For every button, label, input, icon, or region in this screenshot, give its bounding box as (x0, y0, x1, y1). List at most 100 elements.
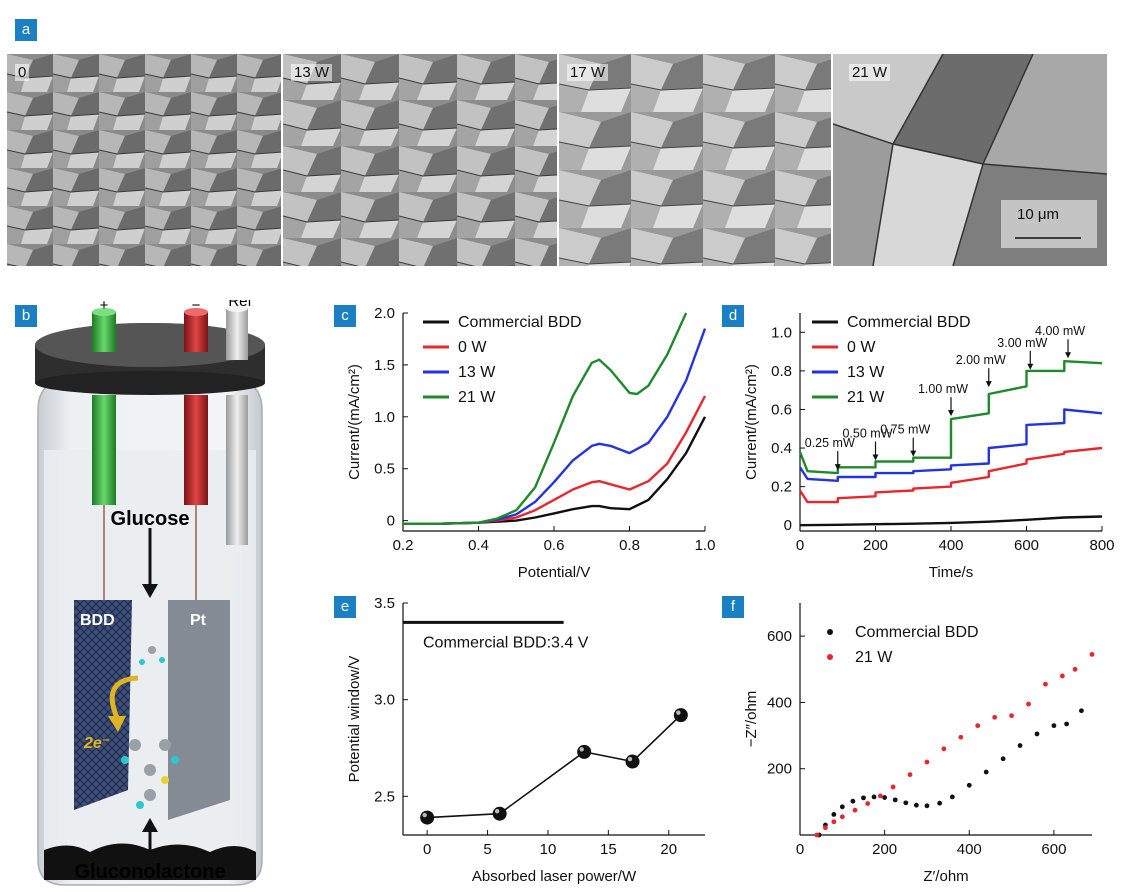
sem-image-13w: 13 W (283, 54, 557, 266)
chart-f-series-1-point (941, 746, 947, 752)
chart-c-legend-label: 0 W (458, 339, 487, 356)
chart-f-series-1-point (839, 814, 845, 820)
panel-e-tag: e (334, 596, 356, 618)
chart-f-series-1-point (865, 801, 871, 806)
sem-texture (283, 54, 557, 266)
chart-f-series-0-point (913, 802, 919, 808)
electrons-label: 2e⁻ (83, 735, 110, 752)
chart-c-y-tick-label: 1.5 (374, 357, 395, 374)
chart-d-legend-label: 0 W (847, 339, 876, 356)
chart-c-x-tick-label: 1.0 (695, 537, 716, 554)
sem-texture (7, 54, 281, 266)
cathode-terminal (184, 312, 208, 352)
chart-d-y-tick-label: 0.4 (771, 440, 792, 457)
chart-e-series-0-point (420, 810, 435, 825)
chart-f-series-1-point (924, 759, 930, 765)
chart-f-series-0-point (882, 795, 888, 800)
anode-terminal (92, 312, 116, 352)
chart-c-series-3-line (403, 312, 688, 525)
chart-e-x-tick-label: 10 (540, 841, 557, 858)
chart-e-series-0-point-highlight (627, 756, 633, 762)
chart-d-annotation-arrowhead (948, 410, 954, 417)
chart-d-legend-label: 13 W (847, 364, 885, 381)
sem-image-17w: 17 W (559, 54, 831, 266)
chart-f-series-1-point (1059, 673, 1065, 679)
chart-f-series-1-point (958, 734, 964, 740)
chart-d-y-tick-label: 1.0 (771, 324, 792, 341)
pt-label: Pt (190, 612, 207, 629)
chart-d-series-1-line (798, 446, 1103, 504)
chart-f-y-axis-label: −Z″/ohm (743, 691, 760, 748)
chart-f-series-0-point (1034, 731, 1040, 737)
chart-f-series-0-point (903, 800, 909, 806)
chart-f-series-1-point (907, 772, 913, 778)
chart-f-series-0-point (839, 804, 845, 810)
chart-e-series-0-point-highlight (579, 747, 584, 752)
chart-c-y-tick-label: 0 (387, 513, 395, 530)
chart-e-x-axis-label: Absorbed laser power/W (472, 868, 637, 885)
scale-bar-label: 10 μm (1017, 206, 1059, 223)
sem-texture (833, 54, 1107, 266)
chart-c-x-tick-label: 0.4 (468, 537, 489, 554)
glucose-label: Glucose (111, 508, 190, 530)
chart-e-series-0-point (492, 806, 507, 821)
chart-f-y-tick-label: 600 (767, 628, 792, 645)
chart-f-series-0-point (924, 803, 930, 809)
chart-e-series-0-line (427, 714, 682, 819)
chart-d-x-tick-label: 400 (938, 537, 963, 554)
plus-terminal-label: + (100, 300, 109, 314)
chart-d-y-tick-label: 0.6 (771, 401, 792, 418)
chart-c-series-2-line (403, 328, 707, 525)
chart-f-series-0-point (861, 795, 866, 801)
chart-c-series-1-line (403, 395, 707, 525)
chart-f-series-0-point (983, 769, 989, 775)
panel-d-tag: d (722, 305, 744, 327)
sem-texture (559, 54, 831, 266)
chart-d-annotation-arrowhead (1027, 363, 1034, 370)
chart-e-series-0-point (673, 708, 688, 723)
chart-f-series-1-point (878, 793, 883, 799)
chart-c-legend-label: 13 W (458, 364, 496, 381)
chart-e-series-0-point (577, 744, 592, 759)
chart-e-reference-label: Commercial BDD:3.4 V (423, 634, 589, 651)
chart-f-series-1-point (992, 714, 998, 720)
chart-c-x-tick-label: 0.6 (544, 537, 565, 554)
chart-f-series-1-point (1043, 681, 1048, 687)
chart-f-x-tick-label: 600 (1041, 841, 1066, 858)
chart-f-series-1-point (890, 784, 896, 790)
bdd-electrode (74, 600, 132, 810)
chart-d-y-tick-label: 0 (784, 517, 792, 534)
chart-e-series-0-point-highlight (494, 809, 500, 814)
chart-f-series-1-point (852, 807, 858, 813)
chart-c-x-axis-label: Potential/V (518, 564, 591, 581)
panel-b-tag: b (15, 305, 37, 327)
chart-f-series-0-point (831, 812, 837, 817)
chart-d-y-tick-label: 0.2 (771, 479, 792, 496)
chart-d-series-2-line (798, 408, 1103, 482)
reference-electrode (226, 308, 248, 360)
sem-label-21w: 21 W (849, 64, 891, 81)
chart-d-x-tick-label: 800 (1089, 537, 1114, 554)
chart-c-y-axis-label: Current/(mA/cm²) (346, 364, 363, 480)
chart-f-series-1-point (1072, 666, 1078, 672)
chart-e-x-tick-label: 0 (423, 841, 431, 858)
pt-electrode (168, 600, 230, 820)
chart-e-series-0-point-highlight (422, 812, 427, 818)
chart-d-annotation-arrowhead (872, 454, 879, 461)
chart-d-x-tick-label: 600 (1014, 537, 1039, 554)
chart-f-series-0-point (871, 794, 877, 800)
chart-f-x-tick-label: 0 (796, 841, 804, 858)
chart-f-legend-label: Commercial BDD (855, 624, 979, 641)
chart-f-series-0-point (850, 798, 856, 804)
chart-f-legend-marker (827, 654, 833, 660)
panel-c-tag: c (334, 305, 356, 327)
sem-image-0w: 0 (7, 54, 281, 266)
chart-f-series-1-point (831, 819, 837, 825)
chart-f-series-0-point (966, 782, 972, 788)
chart-f-series-0-point (1079, 708, 1084, 714)
sem-image-21w: 21 W 10 μm (833, 54, 1107, 266)
chart-d-annotation-arrowhead (985, 381, 992, 388)
chart-f-y-tick-label: 200 (767, 761, 792, 778)
chart-f-x-tick-label: 400 (957, 841, 982, 858)
chart-c-y-tick-label: 0.5 (374, 461, 395, 478)
